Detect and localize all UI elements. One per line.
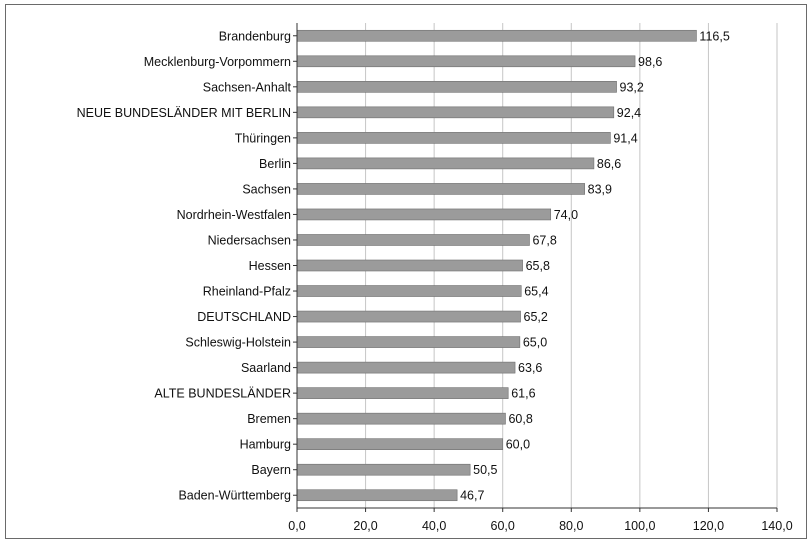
bar	[296, 438, 504, 450]
category-label: Saarland	[241, 361, 291, 375]
bar	[296, 183, 585, 195]
bar	[296, 234, 530, 246]
value-label: 65,4	[524, 285, 548, 299]
value-label: 65,2	[524, 310, 548, 324]
value-label: 46,7	[460, 489, 484, 503]
category-label: Brandenburg	[219, 29, 291, 43]
x-tick-label: 120,0	[693, 519, 724, 533]
value-label: 92,4	[617, 106, 641, 120]
category-label: Hamburg	[240, 438, 291, 452]
chart-frame: 0,0 20,0 40,0 60,0 80,0 100,0 120,0 140,0 Brande…	[5, 4, 807, 539]
category-label: DEUTSCHLAND	[197, 310, 291, 324]
value-label: 67,8	[532, 233, 556, 247]
bar	[296, 106, 615, 119]
value-label: 61,6	[511, 387, 535, 401]
bar	[296, 157, 595, 170]
x-tick-label: 60,0	[491, 519, 515, 533]
value-label: 98,6	[638, 55, 662, 69]
category-label: Schleswig-Holstein	[185, 336, 291, 350]
value-label: 60,0	[506, 438, 530, 452]
x-tick-label: 80,0	[559, 519, 583, 533]
bar	[296, 55, 636, 68]
value-label: 86,6	[597, 157, 621, 171]
bar	[296, 387, 509, 399]
bar-chart: 0,0 20,0 40,0 60,0 80,0 100,0 120,0 140,0 Brande…	[77, 23, 793, 533]
bar	[296, 29, 697, 42]
category-label: NEUE BUNDESLÄNDER MIT BERLIN	[77, 106, 291, 120]
bar	[296, 285, 522, 297]
category-label: ALTE BUNDESLÄNDER	[154, 387, 291, 401]
value-label: 60,8	[508, 412, 532, 426]
x-tick-label: 0,0	[288, 519, 305, 533]
bar	[296, 208, 552, 221]
bar	[296, 310, 521, 323]
category-label: Bayern	[251, 463, 291, 477]
x-tick-label: 100,0	[624, 519, 655, 533]
value-label: 50,5	[473, 463, 497, 477]
category-label: Rheinland-Pfalz	[203, 285, 291, 299]
value-label: 83,9	[588, 182, 612, 196]
category-label: Bremen	[247, 412, 291, 426]
bar	[296, 361, 516, 374]
bar	[296, 132, 611, 144]
category-label: Niedersachsen	[208, 233, 291, 247]
bar	[296, 463, 471, 476]
value-label: 65,8	[526, 259, 550, 273]
category-label: Hessen	[249, 259, 291, 273]
value-label: 91,4	[613, 131, 637, 145]
axes	[293, 23, 778, 512]
labels: 0,0 20,0 40,0 60,0 80,0 100,0 120,0 140,0 Brande…	[77, 29, 793, 533]
x-tick-label: 140,0	[761, 519, 792, 533]
category-label: Thüringen	[235, 131, 291, 145]
value-label: 63,6	[518, 361, 542, 375]
value-label: 74,0	[554, 208, 578, 222]
category-label: Nordrhein-Westfalen	[177, 208, 291, 222]
category-label: Sachsen	[242, 182, 291, 196]
x-tick-label: 40,0	[422, 519, 446, 533]
bar	[296, 489, 458, 502]
x-tick-label: 20,0	[353, 519, 377, 533]
bar	[296, 81, 617, 93]
category-label: Berlin	[259, 157, 291, 171]
bars	[296, 29, 697, 502]
category-label: Sachsen-Anhalt	[203, 80, 292, 94]
value-label: 116,5	[699, 29, 729, 43]
bar	[296, 259, 523, 272]
category-label: Baden-Württemberg	[178, 489, 291, 503]
value-label: 65,0	[523, 336, 547, 350]
category-label: Mecklenburg-Vorpommern	[144, 55, 291, 69]
bar	[296, 336, 521, 348]
value-label: 93,2	[620, 80, 644, 94]
bar	[296, 412, 506, 425]
